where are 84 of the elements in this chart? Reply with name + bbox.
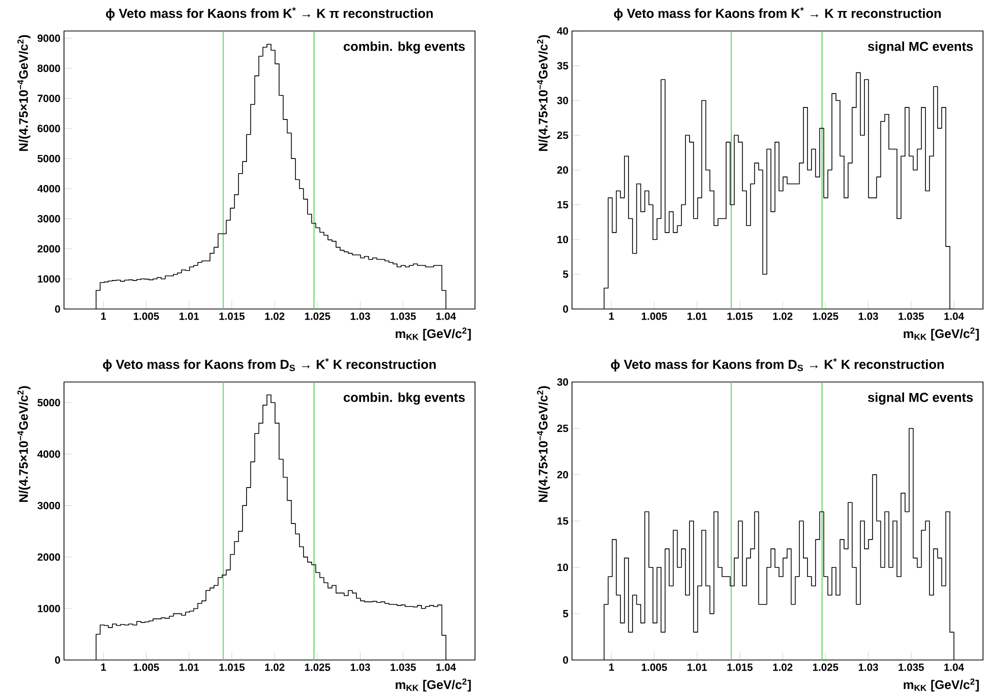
y-tick-label: 10 [558,236,568,244]
x-tick-label: 1.01 [687,312,707,320]
x-tick-label: 1.01 [179,664,199,671]
x-tick-label: 1.01 [687,664,707,671]
x-tick-label: 1.025 [305,312,330,320]
x-tick-label: 1.005 [134,664,159,671]
y-tick-label: 20 [557,470,568,478]
x-tick-label: 1.02 [773,664,792,671]
x-tick-label: 1.035 [898,664,924,671]
y-tick-label: 2000 [38,245,60,253]
x-axis-title: m$_{KK}$ [GeV/c$^{2}$] [396,678,471,692]
x-tick-label: 1 [609,664,614,671]
x-axis-title: m$_{KK}$ [GeV/c$^{2}$] [396,328,471,341]
y-tick-label: 1000 [38,275,60,283]
x-axis-title: m$_{KK}$ [GeV/c$^{2}$] [904,678,979,692]
y-tick-label: 0 [55,656,60,664]
x-tick-label: 1.01 [179,312,199,320]
x-tick-label: 1.02 [265,664,284,671]
chart-title: ϕ Veto mass for Kaons from D$_{S}$ → K$^{*}$ K reconstruction [610,358,944,372]
y-tick-label: 25 [557,132,568,139]
x-axis-title: m$_{KK}$ [GeV/c$^{2}$] [904,328,979,341]
x-tick-label: 1.015 [727,312,753,320]
y-tick-label: 3000 [37,502,60,510]
annotation: signal MC events [868,41,973,54]
y-tick-label: 30 [557,96,568,104]
x-tick-label: 1.025 [813,664,838,671]
y-tick-label: 5000 [38,154,60,162]
y-axis-title: N/(4.75×10$^{−4}$GeV/c$^{2}$) [17,386,30,502]
y-tick-label: 2000 [38,553,60,561]
x-tick-label: 1.04 [944,664,964,671]
y-tick-label: 25 [557,424,568,432]
y-tick-label: 40 [557,27,568,35]
y-tick-label: 4000 [37,450,60,458]
annotation: combin. bkg events [344,392,465,405]
x-tick-label: 1.03 [350,664,370,671]
chart-title: ϕ Veto mass for Kaons from D$_{S}$ → K$^{*}$ K reconstruction [102,358,436,372]
y-tick-label: 15 [558,201,568,208]
x-tick-label: 1.005 [642,664,667,671]
x-tick-label: 1 [101,664,106,671]
y-tick-label: 15 [558,517,568,525]
y-tick-label: 6000 [38,124,60,132]
x-tick-label: 1.02 [773,312,792,320]
x-tick-label: 1.035 [390,664,416,671]
x-tick-label: 1.015 [727,664,753,671]
x-tick-label: 1 [101,312,106,320]
y-axis-title: N/(4.75×10$^{−4}$GeV/c$^{2}$) [536,386,550,502]
x-tick-label: 1.005 [642,312,667,320]
y-tick-label: 7000 [38,94,60,102]
x-tick-label: 1.04 [436,664,456,671]
y-tick-label: 5000 [38,398,60,406]
y-tick-label: 3000 [37,215,60,222]
x-tick-label: 1.025 [813,312,838,320]
x-tick-label: 1.025 [305,664,330,671]
x-tick-label: 1 [609,312,614,320]
y-tick-label: 0 [563,305,568,313]
x-tick-label: 1.035 [898,312,924,320]
y-axis-title: N/(4.75×10$^{−4}$GeV/c$^{2}$) [17,35,30,151]
x-tick-label: 1.03 [858,312,878,320]
x-tick-label: 1.035 [390,312,416,320]
y-tick-label: 20 [557,166,568,174]
y-tick-label: 1000 [38,604,60,612]
y-tick-label: 9000 [38,34,60,42]
x-tick-label: 1.03 [350,312,370,320]
y-tick-label: 10 [558,564,568,572]
x-tick-label: 1.03 [858,664,878,671]
y-tick-label: 35 [557,62,568,70]
x-tick-label: 1.005 [134,312,159,320]
x-tick-label: 1.04 [944,312,964,320]
y-axis-title: N/(4.75×10$^{−4}$GeV/c$^{2}$) [536,35,550,151]
chart-title: ϕ Veto mass for Kaons from K$^{*}$ → K π reconstruction [106,7,433,21]
x-tick-label: 1.015 [219,312,245,320]
x-tick-label: 1.04 [436,312,456,320]
y-tick-label: 5 [562,610,568,618]
y-tick-label: 30 [557,378,568,386]
y-tick-label: 4000 [37,184,60,192]
annotation: combin. bkg events [344,41,465,54]
y-tick-label: 5 [562,270,568,278]
x-tick-label: 1.015 [219,664,245,671]
y-tick-label: 0 [563,656,568,664]
y-tick-label: 8000 [38,64,60,72]
y-tick-label: 0 [55,305,60,313]
annotation: signal MC events [868,392,973,405]
x-tick-label: 1.02 [265,312,284,320]
chart-title: ϕ Veto mass for Kaons from K$^{*}$ → K π reconstruction [614,7,941,21]
